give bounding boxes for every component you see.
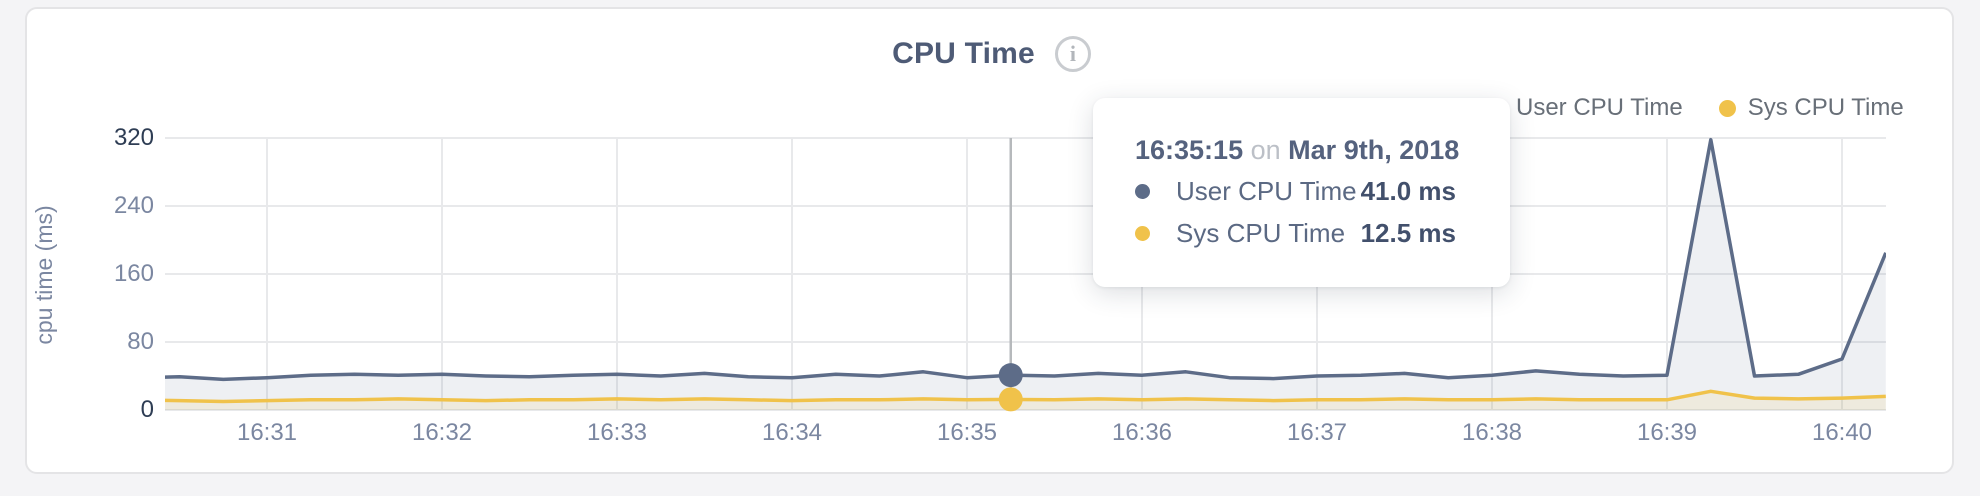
tooltip-time: 16:35:15 — [1135, 135, 1244, 165]
tooltip-title: 16:35:15 on Mar 9th, 2018 — [1135, 130, 1460, 170]
gridlines — [165, 137, 1886, 411]
series-line — [165, 137, 1886, 382]
y-tick-0: 0 — [140, 396, 154, 423]
x-tick-1636: 16:36 — [1111, 419, 1173, 446]
x-tick-1632: 16:32 — [411, 419, 473, 446]
legend-item-user[interactable]: User CPU Time — [1487, 94, 1683, 122]
y-axis-title: cpu time (ms) — [31, 205, 57, 345]
tooltip-user-label: User CPU Time — [1176, 175, 1357, 206]
legend-user-label: User CPU Time — [1516, 94, 1683, 121]
legend-sys-dot-icon — [1718, 99, 1736, 117]
tooltip-user-dot-icon — [1135, 183, 1150, 199]
tooltip-date: Mar 9th, 2018 — [1288, 135, 1460, 165]
chart-tooltip: 16:35:15 on Mar 9th, 2018 User CPU Time … — [1093, 98, 1510, 287]
legend-item-sys[interactable]: Sys CPU Time — [1718, 94, 1904, 122]
tooltip-user-value: 41.0 ms — [1360, 175, 1456, 206]
cpu-time-chart-plot[interactable] — [165, 130, 1886, 414]
highlight-marker — [998, 363, 1023, 388]
legend-sys-label: Sys CPU Time — [1747, 94, 1904, 121]
x-tick-1640: 16:40 — [1811, 419, 1873, 446]
chart-title: CPU Time — [892, 37, 1035, 70]
x-tick-1637: 16:37 — [1286, 419, 1348, 446]
y-tick-320: 320 — [113, 124, 154, 151]
x-tick-1634: 16:34 — [761, 419, 823, 446]
x-tick-1638: 16:38 — [1461, 419, 1523, 446]
highlight-marker — [998, 387, 1023, 412]
tooltip-conjunction: on — [1250, 135, 1281, 165]
chart-card — [25, 7, 1954, 474]
tooltip-sys-value: 12.5 ms — [1360, 217, 1456, 248]
chart-legend: User CPU Time Sys CPU Time — [1487, 94, 1904, 122]
y-tick-80: 80 — [127, 328, 154, 355]
tooltip-row-sys: Sys CPU Time 12.5 ms — [1135, 212, 1456, 254]
y-tick-240: 240 — [113, 192, 154, 219]
tooltip-row-user: User CPU Time 41.0 ms — [1135, 170, 1456, 212]
tooltip-sys-dot-icon — [1135, 225, 1150, 241]
x-tick-1635: 16:35 — [936, 419, 998, 446]
info-icon[interactable]: i — [1054, 36, 1091, 72]
y-tick-160: 160 — [113, 260, 154, 287]
tooltip-sys-label: Sys CPU Time — [1176, 217, 1346, 248]
x-tick-1633: 16:33 — [586, 419, 648, 446]
x-tick-1639: 16:39 — [1636, 419, 1698, 446]
x-tick-1631: 16:31 — [236, 419, 298, 446]
chart-header: CPU Time i — [25, 30, 1958, 78]
